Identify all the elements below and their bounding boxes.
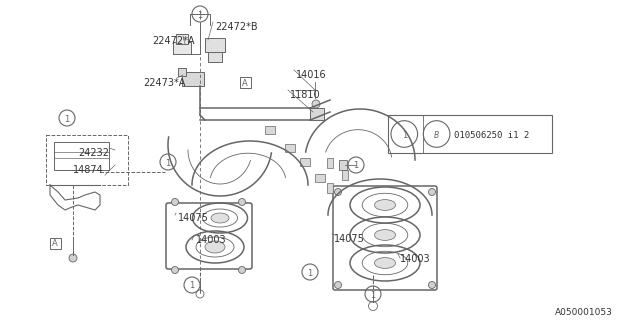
Ellipse shape [374,258,396,268]
Bar [327,158,333,168]
Circle shape [172,198,179,205]
Bar [49,237,61,249]
Text: 1: 1 [402,131,407,140]
Text: 14016: 14016 [296,70,326,80]
Text: 1: 1 [197,11,203,20]
Bar [239,76,250,87]
Bar [342,170,348,180]
Bar [285,144,295,152]
Text: 22473*A: 22473*A [143,78,186,88]
Text: 1: 1 [165,158,171,167]
Circle shape [429,188,435,196]
Text: 14003: 14003 [400,254,431,264]
Ellipse shape [205,241,225,253]
Text: 010506250 i1 2: 010506250 i1 2 [454,131,529,140]
Bar [388,115,552,153]
Text: 14003: 14003 [196,235,227,245]
Bar [54,142,109,170]
Bar [300,158,310,166]
Text: A: A [52,239,58,249]
Text: 22472*B: 22472*B [215,22,258,32]
Bar [46,135,128,185]
Text: 24232: 24232 [78,148,109,158]
Bar [205,38,225,52]
Text: 1: 1 [307,268,312,277]
Circle shape [239,198,246,205]
Circle shape [172,267,179,274]
Bar [208,52,222,62]
Text: 11810: 11810 [290,90,321,100]
Circle shape [335,282,342,289]
Bar [178,68,186,76]
Bar [182,72,204,86]
Ellipse shape [374,230,396,240]
Text: 14075: 14075 [334,234,365,244]
Bar [339,160,347,170]
Text: A050001053: A050001053 [555,308,613,317]
Bar [315,174,325,182]
Text: B: B [434,131,439,140]
Text: A: A [242,78,248,87]
Text: 1: 1 [189,282,195,291]
Bar [327,183,333,193]
Bar [173,42,191,54]
Bar [176,34,188,44]
Circle shape [429,282,435,289]
Circle shape [335,188,342,196]
Text: 14874: 14874 [73,165,104,175]
Circle shape [239,267,246,274]
Text: 1: 1 [371,291,376,300]
Ellipse shape [211,213,229,223]
Circle shape [312,100,320,108]
Bar [310,108,324,120]
Text: 1: 1 [353,162,358,171]
Ellipse shape [374,200,396,211]
Text: 14075: 14075 [178,213,209,223]
Bar [265,126,275,134]
Text: 22472*A: 22472*A [152,36,195,46]
Text: 1: 1 [65,115,70,124]
Circle shape [69,254,77,262]
